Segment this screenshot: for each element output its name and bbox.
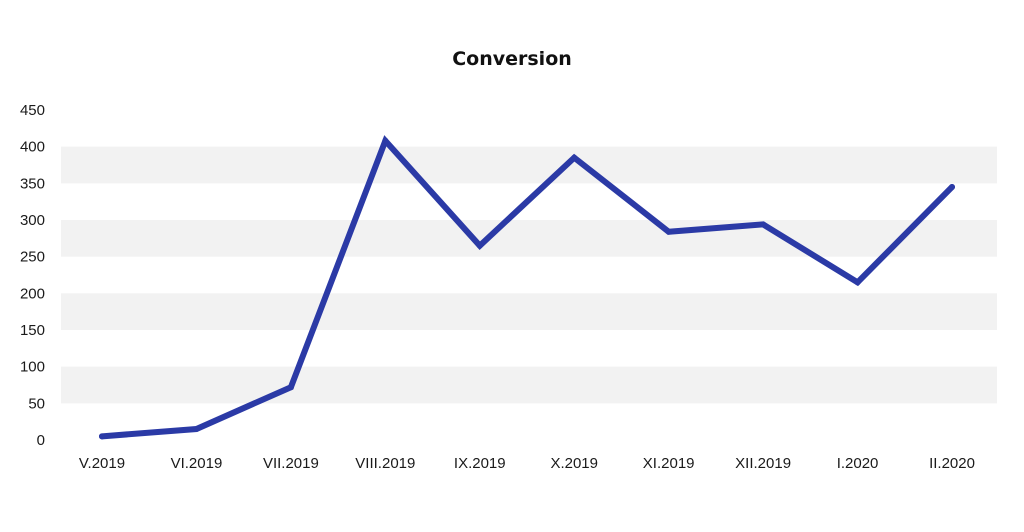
grid-band bbox=[61, 366, 997, 404]
grid-band bbox=[61, 146, 997, 184]
y-tick-label: 250 bbox=[20, 249, 45, 266]
x-tick-label: XII.2019 bbox=[735, 455, 791, 472]
data-point bbox=[571, 154, 578, 161]
x-tick-label: V.2019 bbox=[79, 455, 125, 472]
y-tick-label: 150 bbox=[20, 322, 45, 339]
x-tick-label: II.2020 bbox=[929, 455, 975, 472]
data-point bbox=[949, 184, 955, 190]
chart-title: Conversion bbox=[452, 48, 572, 70]
x-tick-label: VIII.2019 bbox=[355, 455, 415, 472]
series-line bbox=[99, 135, 955, 440]
y-axis-ticks: 0 50 100 150 200 250 300 350 400 450 bbox=[20, 102, 45, 449]
x-tick-label: VI.2019 bbox=[171, 455, 223, 472]
y-tick-label: 400 bbox=[20, 139, 45, 156]
x-tick-label: XI.2019 bbox=[643, 455, 695, 472]
x-tick-label: IX.2019 bbox=[454, 455, 506, 472]
y-tick-label: 300 bbox=[20, 212, 45, 229]
data-point bbox=[382, 137, 389, 144]
x-tick-label: I.2020 bbox=[837, 455, 879, 472]
data-point bbox=[854, 279, 861, 286]
y-tick-label: 200 bbox=[20, 285, 45, 302]
grid-band bbox=[61, 293, 997, 330]
x-tick-label: VII.2019 bbox=[263, 455, 319, 472]
x-tick-label: X.2019 bbox=[550, 455, 598, 472]
y-tick-label: 100 bbox=[20, 359, 45, 376]
data-point bbox=[99, 433, 105, 440]
y-tick-label: 50 bbox=[28, 395, 45, 412]
y-tick-label: 350 bbox=[20, 175, 45, 192]
y-tick-label: 450 bbox=[20, 102, 45, 119]
grid-band bbox=[61, 220, 997, 257]
data-point bbox=[193, 426, 200, 432]
y-tick-label: 0 bbox=[37, 432, 45, 449]
data-point bbox=[476, 242, 483, 249]
series-lines bbox=[99, 135, 955, 440]
grid-bands bbox=[61, 146, 997, 404]
x-axis-ticks: V.2019 VI.2019 VII.2019 VIII.2019 IX.2019 X.2… bbox=[79, 455, 975, 472]
data-point bbox=[760, 221, 767, 228]
data-point bbox=[287, 384, 294, 391]
data-point bbox=[665, 228, 672, 235]
